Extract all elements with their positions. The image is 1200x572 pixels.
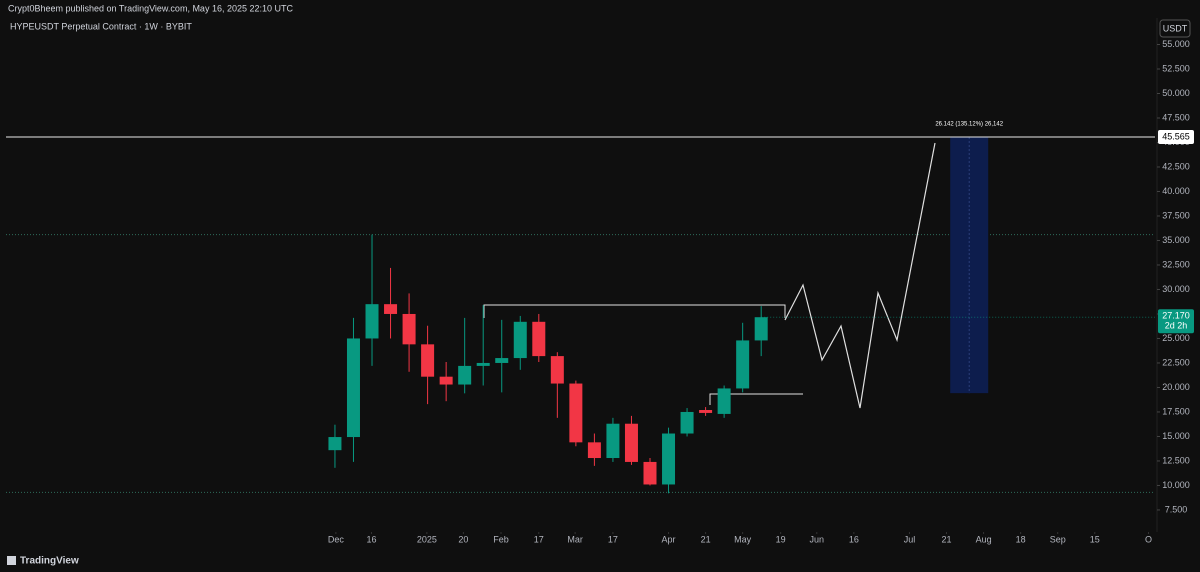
x-tick-label: Aug xyxy=(976,534,992,544)
x-tick-label: 17 xyxy=(534,534,544,544)
y-tick-label: 40.000 xyxy=(1162,186,1190,196)
y-tick-label: 25.000 xyxy=(1162,333,1190,343)
y-tick-label: 35.000 xyxy=(1162,235,1190,245)
x-tick-label: 16 xyxy=(366,534,376,544)
support-line xyxy=(709,393,803,405)
x-tick-label: 21 xyxy=(701,534,711,544)
x-tick-label: 15 xyxy=(1090,534,1100,544)
y-tick-label: 32.500 xyxy=(1162,259,1190,269)
candle-body xyxy=(624,423,638,462)
y-tick-label: 7.500 xyxy=(1165,504,1188,514)
y-tick-label: 30.000 xyxy=(1162,284,1190,294)
price-line-box xyxy=(1158,129,1194,144)
x-tick-label: Feb xyxy=(493,534,509,544)
resistance-line xyxy=(483,304,786,318)
y-tick-label: 12.500 xyxy=(1162,455,1190,465)
y-tick-label: 50.000 xyxy=(1162,88,1190,98)
x-tick-label: 20 xyxy=(458,534,468,544)
candle-body xyxy=(606,423,620,459)
x-tick-label: O xyxy=(1145,534,1152,544)
x-tick-label: 17 xyxy=(608,534,618,544)
last-price-box xyxy=(1158,309,1194,334)
y-tick-label: 22.500 xyxy=(1162,357,1190,367)
measure-label: 26.142 (135.12%) 26,142 xyxy=(935,122,1003,128)
candle-body xyxy=(550,356,564,384)
x-tick-label: 21 xyxy=(942,534,952,544)
candle-body xyxy=(458,365,472,385)
candle-body xyxy=(736,340,750,389)
countdown-label: 2d 2h xyxy=(1165,321,1188,331)
y-tick-label: 20.000 xyxy=(1162,382,1190,392)
x-tick-label: Sep xyxy=(1050,534,1066,544)
y-tick-label: 47.500 xyxy=(1162,112,1190,122)
candle-body xyxy=(365,304,379,339)
x-tick-label: May xyxy=(734,534,752,544)
y-tick-label: 17.500 xyxy=(1162,406,1190,416)
candle-body xyxy=(754,317,768,341)
x-tick-label: Jul xyxy=(904,534,916,544)
projection-path xyxy=(784,142,936,409)
currency: USDT xyxy=(1163,23,1188,33)
x-tick-label: Dec xyxy=(328,534,345,544)
x-tick-label: 16 xyxy=(849,534,859,544)
candle-body xyxy=(513,321,527,359)
y-tick-label: 15.000 xyxy=(1162,431,1190,441)
x-tick-label: Jun xyxy=(810,534,825,544)
y-tick-label: 55.000 xyxy=(1162,39,1190,49)
symbol-title: HYPEUSDT Perpetual Contract · 1W · BYBIT xyxy=(10,21,192,31)
candle-body xyxy=(346,338,360,438)
logo-icon xyxy=(7,556,16,565)
candle-body xyxy=(662,433,676,485)
candle-body xyxy=(328,437,342,451)
footer-logo: TradingView xyxy=(20,556,79,567)
y-tick-label: 37.500 xyxy=(1162,210,1190,220)
y-tick-label: 10.000 xyxy=(1162,480,1190,490)
candle-body xyxy=(439,376,453,385)
candle-body xyxy=(476,362,490,366)
x-tick-label: 18 xyxy=(1016,534,1026,544)
last-price-label: 27.170 xyxy=(1162,311,1190,321)
candle-body xyxy=(495,358,509,363)
candle-body xyxy=(680,411,694,434)
x-tick-label: 2025 xyxy=(417,534,437,544)
candle-body xyxy=(421,344,435,377)
currency-box xyxy=(1159,19,1191,38)
candle-body xyxy=(569,383,583,443)
x-tick-label: Mar xyxy=(567,534,583,544)
y-tick-label: 52.500 xyxy=(1162,63,1190,73)
y-tick-label: 42.500 xyxy=(1162,161,1190,171)
candle-body xyxy=(402,313,416,345)
publisher-header: Crypt0Bheem published on TradingView.com… xyxy=(8,3,293,13)
candle-body xyxy=(643,461,657,485)
candle-body xyxy=(717,388,731,414)
candle-body xyxy=(587,442,601,459)
price-line-label: 45.565 xyxy=(1162,131,1190,141)
candle-body xyxy=(532,321,546,357)
candle-body xyxy=(699,410,713,413)
x-tick-label: 19 xyxy=(776,534,786,544)
candle-body xyxy=(384,304,398,314)
x-tick-label: Apr xyxy=(662,534,676,544)
